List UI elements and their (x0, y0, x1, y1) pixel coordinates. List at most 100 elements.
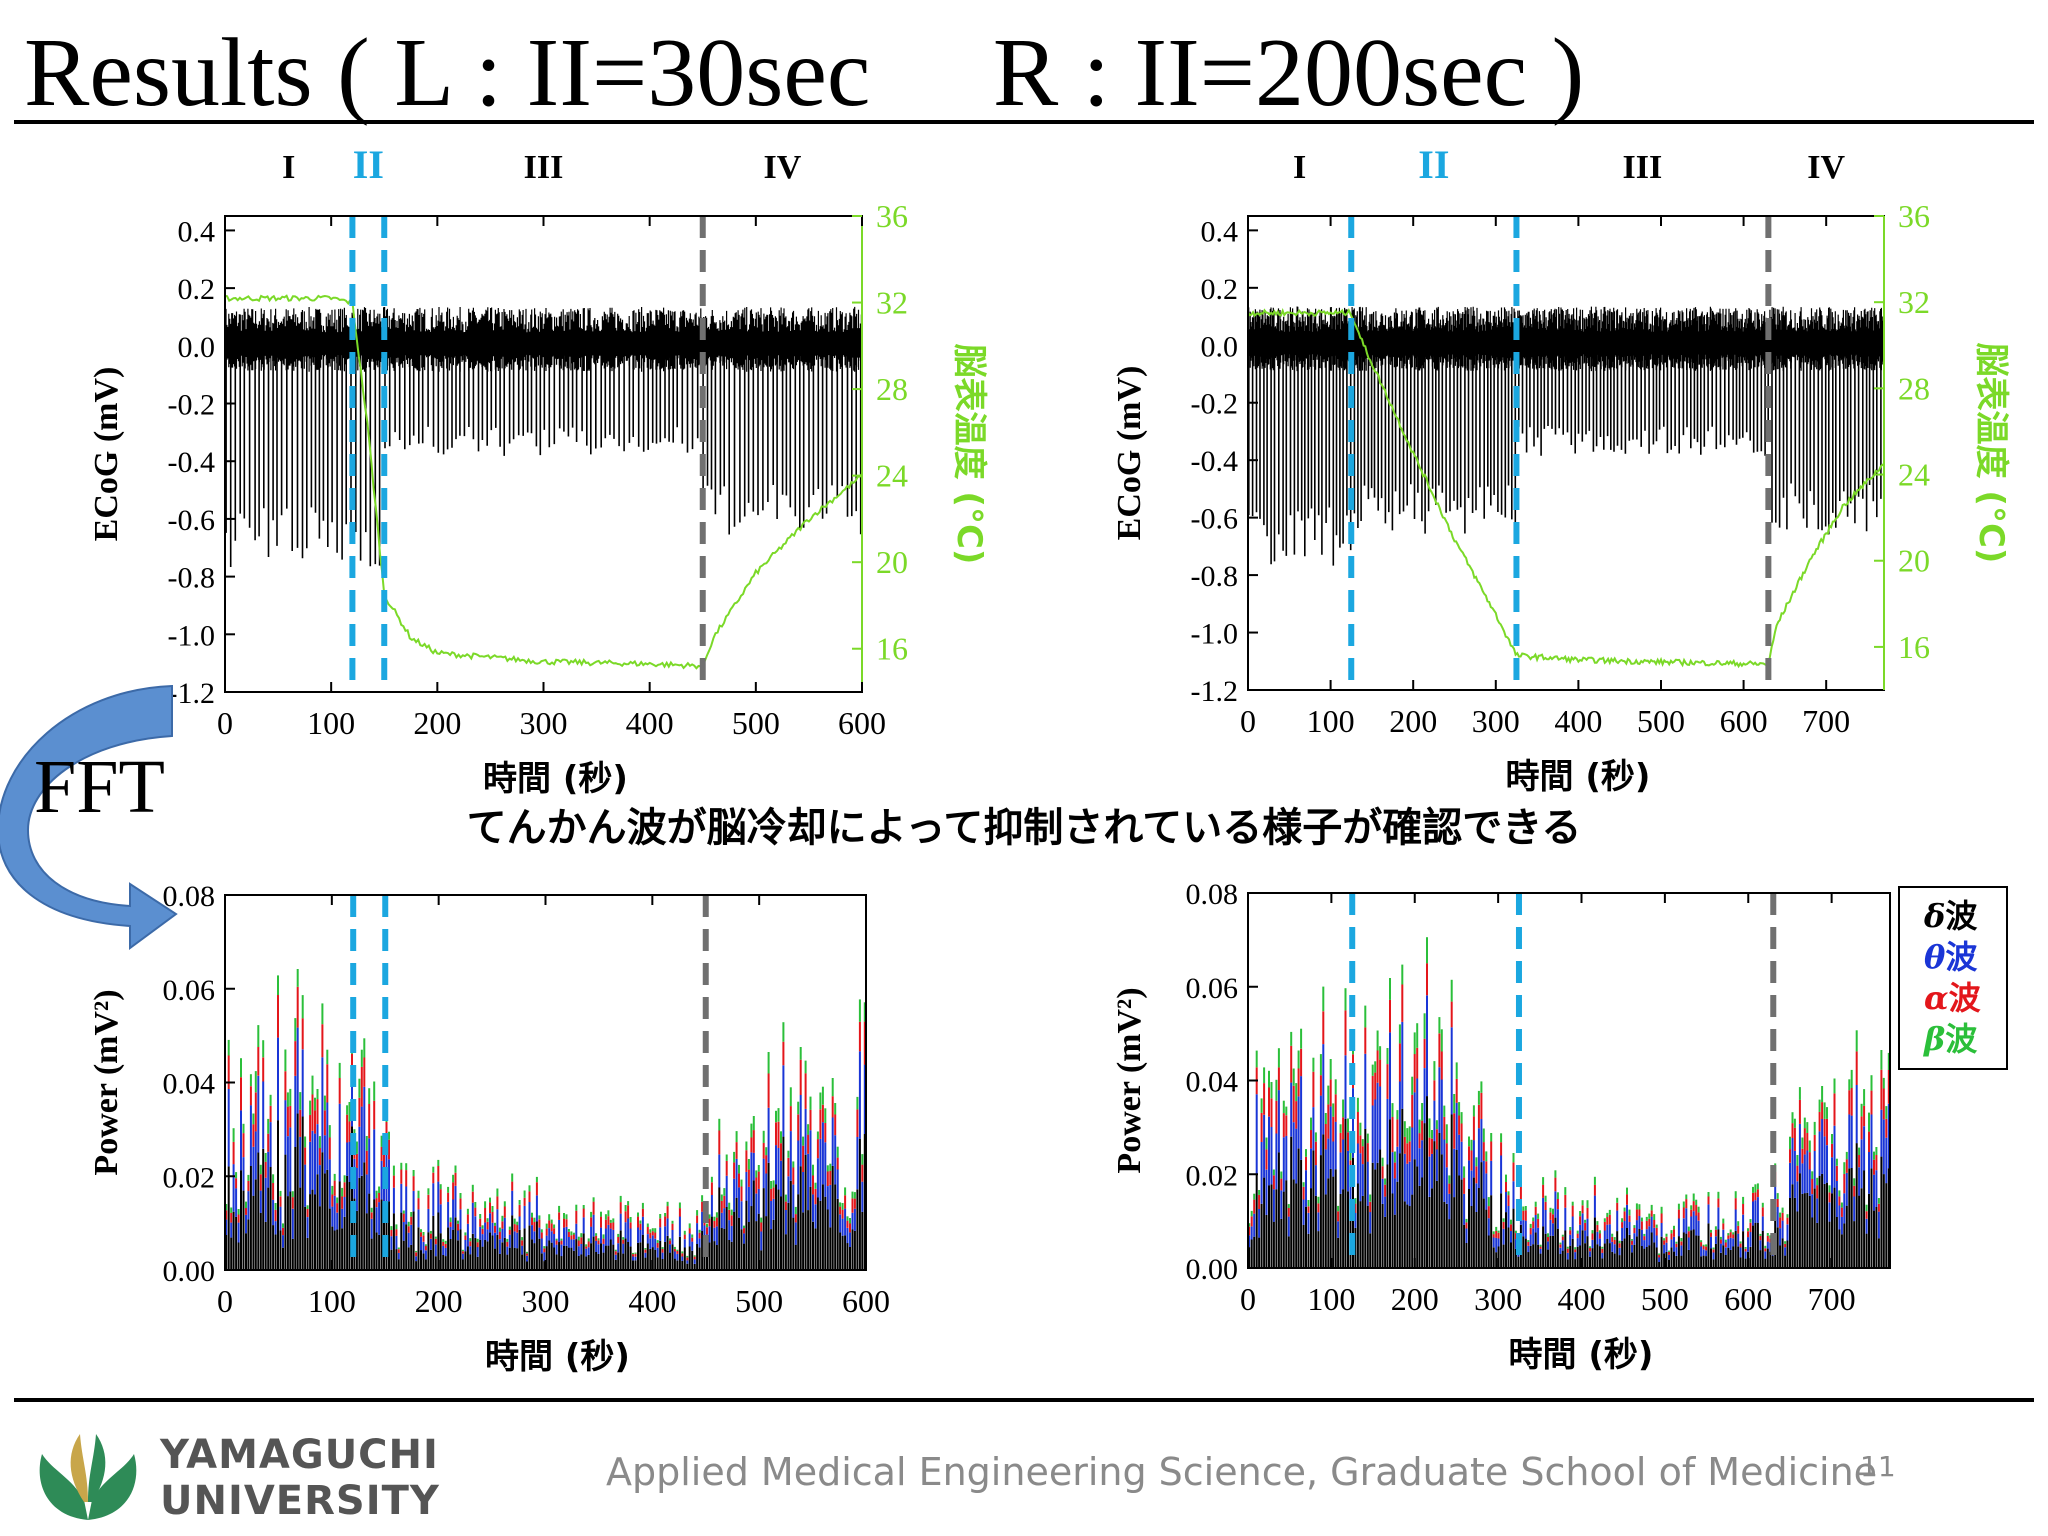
power-bar-segment (1554, 1217, 1557, 1268)
power-bar-segment (666, 1201, 669, 1207)
power-bar-segment (1855, 1085, 1858, 1144)
power-bar-segment (400, 1162, 403, 1170)
power-bar-segment (1396, 1146, 1399, 1182)
power-bar-segment (1749, 1246, 1752, 1268)
x-tick-label: 0 (217, 1283, 233, 1319)
power-bar-segment (282, 1223, 284, 1228)
power-bar-segment (1786, 1224, 1789, 1241)
power-bar-segment (861, 1211, 864, 1270)
power-bar-segment (1485, 1173, 1488, 1210)
power-bar-segment (1569, 1234, 1572, 1246)
power-bar-segment (1475, 1183, 1478, 1212)
power-bar-segment (301, 1018, 304, 1050)
power-bar-segment (1497, 1230, 1500, 1233)
power-bar-segment (289, 1127, 292, 1192)
phase-label: IV (1807, 149, 1845, 186)
power-bar-segment (1663, 1238, 1666, 1241)
power-bar-segment (1729, 1232, 1732, 1238)
power-bar-segment (486, 1221, 489, 1230)
power-bar-segment (735, 1197, 738, 1270)
power-bar-segment (489, 1197, 491, 1203)
power-bar-segment (230, 1212, 233, 1223)
power-bar-segment (673, 1251, 676, 1259)
power-bar-segment (274, 1209, 277, 1222)
x-tick-label: 300 (520, 705, 568, 741)
power-bar-segment (457, 1240, 459, 1270)
power-bar-segment (619, 1202, 622, 1214)
power-bar-segment (1344, 988, 1347, 1011)
power-bar-segment (540, 1229, 543, 1233)
power-bar-segment (304, 1136, 307, 1148)
power-bar-segment (1697, 1212, 1700, 1221)
power-bar-segment (1416, 1166, 1419, 1268)
power-bar-segment (481, 1225, 484, 1229)
power-bar-segment (725, 1154, 728, 1161)
power-bar-segment (1426, 937, 1428, 964)
power-bar-segment (1673, 1225, 1675, 1230)
power-bar-segment (1808, 1140, 1811, 1153)
power-bar-segment (858, 999, 861, 1022)
power-bar-segment (1544, 1209, 1547, 1234)
footer-divider (14, 1398, 2034, 1402)
power-bar-segment (299, 1187, 302, 1270)
power-bar-segment (422, 1235, 425, 1242)
power-bar-segment (1756, 1222, 1759, 1268)
power-bar-segment (747, 1186, 750, 1222)
power-bar-segment (1534, 1232, 1537, 1268)
power-bar-segment (494, 1225, 496, 1233)
power-bar-segment (1448, 1175, 1451, 1184)
phase-label: IV (763, 149, 801, 186)
power-bar-segment (1314, 1195, 1317, 1268)
power-bar-segment (1285, 1106, 1288, 1116)
power-bar-segment (1542, 1226, 1545, 1268)
power-bar-segment (1712, 1252, 1715, 1260)
power-bars (225, 969, 866, 1270)
power-bar-segment (272, 1174, 275, 1183)
power-bar-segment (1445, 1124, 1448, 1144)
power-bar-segment (1418, 1119, 1421, 1134)
power-bar-segment (1310, 1130, 1312, 1149)
power-bar-segment (816, 1139, 819, 1159)
power-bar-segment (230, 1222, 233, 1238)
power-bar-segment (1838, 1205, 1841, 1230)
power-bar-segment (1695, 1199, 1698, 1205)
power-bar-segment (272, 1183, 275, 1200)
power-bar-segment (526, 1251, 528, 1254)
power-bar-segment (1495, 1226, 1498, 1231)
power-bar-segment (314, 1194, 316, 1270)
power-bar-segment (531, 1217, 533, 1225)
power-bar-segment (1465, 1218, 1468, 1223)
power-bar-segment (459, 1209, 462, 1230)
power-bar-segment (656, 1242, 659, 1248)
power-bar-segment (252, 1113, 255, 1125)
power-bar-segment (1490, 1133, 1493, 1142)
power-bar-segment (1389, 978, 1391, 1000)
power-bar-segment (225, 1219, 228, 1235)
power-bar-segment (1460, 1112, 1463, 1124)
power-bar-segment (503, 1201, 506, 1207)
power-bar-segment (1885, 1118, 1888, 1138)
power-bar-segment (1559, 1247, 1562, 1254)
power-bar-segment (321, 1024, 324, 1058)
power-bar-segment (794, 1214, 797, 1223)
power-bar-segment (264, 1153, 267, 1162)
power-bar-segment (1840, 1202, 1843, 1208)
power-bar-segment (420, 1236, 422, 1251)
power-bar-segment (831, 1166, 834, 1270)
power-bar-segment (1497, 1238, 1500, 1247)
power-bar-segment (1717, 1229, 1720, 1268)
power-bar-segment (341, 1228, 344, 1270)
power-bar-segment (1618, 1243, 1621, 1248)
y-tick-label: 0.2 (1201, 273, 1239, 306)
legend-symbol: β (1924, 1020, 1946, 1058)
power-bar-segment (1818, 1099, 1821, 1112)
power-bar-segment (718, 1187, 721, 1270)
power-bar-segment (1877, 1211, 1880, 1239)
power-bar-segment (789, 1106, 792, 1132)
power-bar-segment (1697, 1206, 1700, 1213)
power-bar-segment (849, 1247, 851, 1270)
power-bar-segment (1401, 1022, 1404, 1109)
power-bar-segment (720, 1228, 723, 1270)
power-bar-segment (629, 1217, 632, 1223)
power-bar-segment (706, 1227, 708, 1235)
